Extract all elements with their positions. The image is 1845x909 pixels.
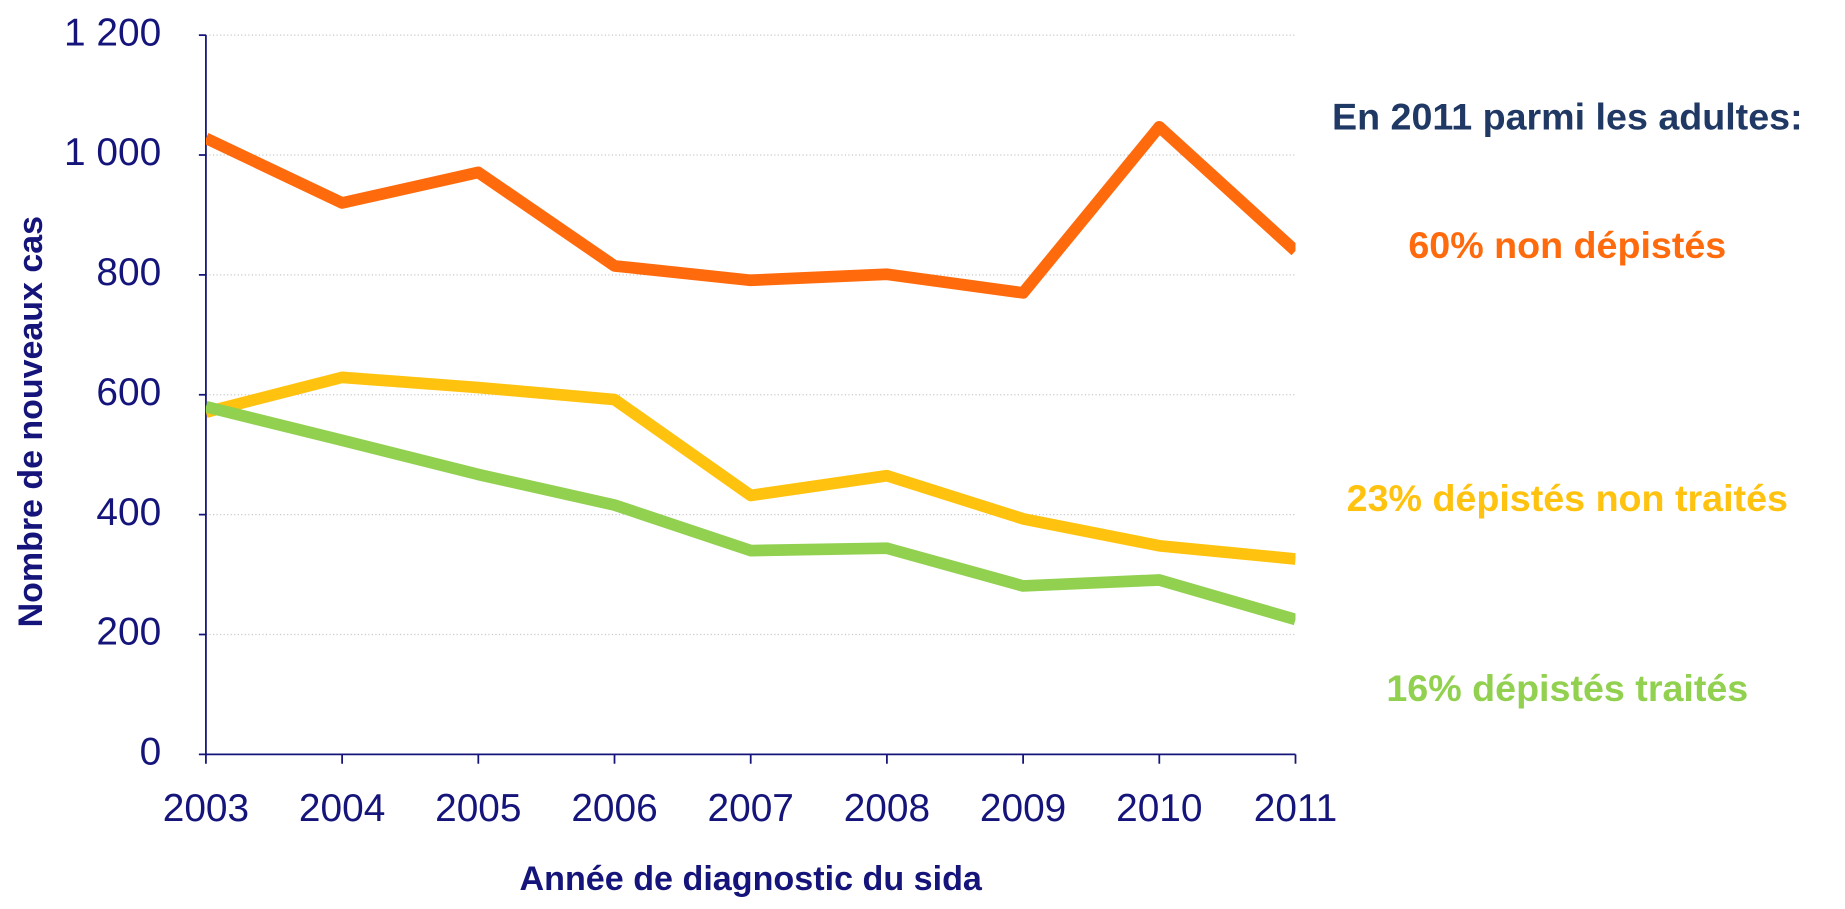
x-tick-label: 2011 [1254,787,1337,830]
annotation-header: En 2011 parmi les adultes: [1332,95,1803,137]
x-axis-title: Année de diagnostic du sida [519,860,982,898]
y-tick-label: 200 [96,611,161,654]
x-tick-label: 2005 [435,787,521,830]
series-annotation: 16% dépistés traités [1386,667,1748,709]
y-axis-title: Nombre de nouveaux cas [12,216,50,627]
x-tick-label: 2004 [299,787,385,830]
x-tick-label: 2006 [571,787,657,830]
series-annotation: 60% non dépistés [1408,224,1726,266]
x-tick-label: 2007 [708,787,794,830]
series-line [205,401,1296,626]
series-line [205,120,1296,299]
x-tick-label: 2009 [980,787,1066,830]
x-tick-label: 2008 [844,787,930,830]
y-tick-label: 1 000 [64,131,161,174]
y-tick-label: 800 [96,251,161,294]
x-tick-label: 2003 [163,787,249,830]
y-tick-label: 600 [96,371,161,414]
series-annotation: 23% dépistés non traités [1347,477,1788,519]
y-tick-label: 1 200 [64,11,161,54]
y-tick-label: 0 [140,731,162,774]
series-line [205,371,1296,565]
y-tick-label: 400 [96,491,161,534]
x-tick-label: 2010 [1116,787,1202,830]
